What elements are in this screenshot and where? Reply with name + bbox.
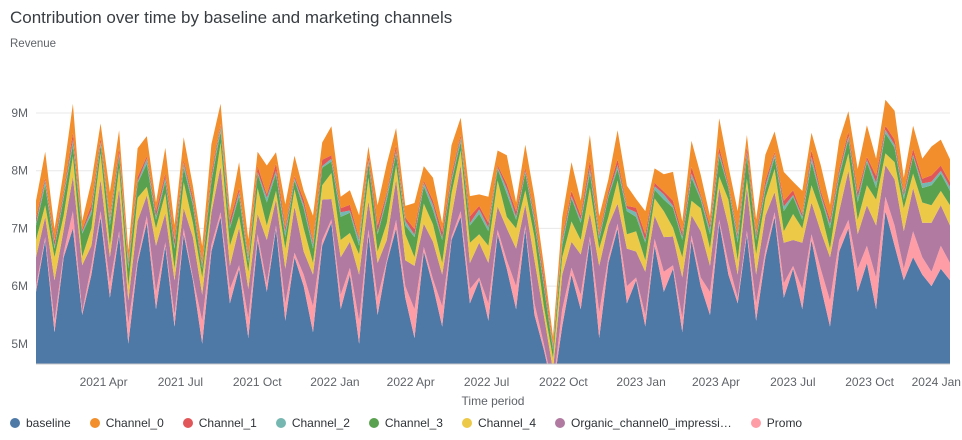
- legend-item-channel-2[interactable]: Channel_2: [275, 416, 350, 430]
- legend-item-channel-0[interactable]: Channel_0: [89, 416, 164, 430]
- x-tick-label: 2024 Jan: [912, 375, 961, 389]
- legend-label: Channel_2: [291, 416, 350, 430]
- legend-label: Promo: [766, 416, 803, 430]
- legend-swatch-icon: [89, 418, 100, 428]
- x-tick-label: 2021 Jul: [158, 375, 203, 389]
- legend-swatch-icon: [368, 418, 379, 428]
- legend-item-channel-4[interactable]: Channel_4: [461, 416, 537, 430]
- legend-label: Channel_3: [384, 416, 443, 430]
- x-tick-label: 2022 Jan: [310, 375, 359, 389]
- y-tick-label: 9M: [11, 106, 28, 120]
- series-area[interactable]: [36, 165, 950, 387]
- x-tick-label: 2023 Oct: [845, 375, 894, 389]
- legend-label: Organic_channel0_impressi…: [571, 416, 732, 430]
- x-tick-label: 2023 Jul: [770, 375, 815, 389]
- legend-item-organic-channel0-impressi-[interactable]: Organic_channel0_impressi…: [555, 416, 732, 430]
- legend-swatch-icon: [555, 418, 566, 428]
- x-tick-label: 2023 Jan: [616, 375, 665, 389]
- x-tick-label: 2022 Jul: [464, 375, 509, 389]
- legend-item-baseline[interactable]: baseline: [10, 416, 71, 430]
- legend-swatch-icon: [750, 418, 761, 428]
- y-axis-title: Revenue: [10, 38, 57, 50]
- legend-swatch-icon: [461, 418, 472, 428]
- legend-item-channel-3[interactable]: Channel_3: [368, 416, 443, 430]
- legend-swatch-icon: [182, 418, 193, 428]
- x-tick-label: 2023 Apr: [692, 375, 740, 389]
- y-tick-label: 6M: [11, 279, 28, 293]
- legend-label: baseline: [26, 416, 71, 430]
- chart-title: Contribution over time by baseline and m…: [10, 8, 453, 27]
- legend-swatch-icon: [10, 418, 20, 428]
- area-series-group[interactable]: [36, 99, 950, 390]
- legend-label: Channel_1: [198, 416, 257, 430]
- y-tick-label: 8M: [11, 164, 28, 178]
- legend-label: Channel_4: [477, 416, 537, 430]
- y-tick-label: 7M: [11, 221, 28, 235]
- legend-item-promo[interactable]: Promo: [750, 416, 803, 430]
- x-tick-label: 2022 Apr: [387, 375, 435, 389]
- legend: baseline Channel_0 Channel_1 Channel_2 Chann…: [10, 416, 802, 430]
- x-axis-title: Time period: [461, 394, 525, 408]
- x-tick-label: 2022 Oct: [539, 375, 588, 389]
- stacked-area-plot[interactable]: 5M 6M 7M 8M 9M 2021 Apr 2021 Jul 2021 Oct 2022 J…: [0, 52, 962, 397]
- x-tick-label: 2021 Oct: [233, 375, 282, 389]
- legend-swatch-icon: [275, 418, 286, 428]
- legend-item-channel-1[interactable]: Channel_1: [182, 416, 257, 430]
- series-area[interactable]: [36, 211, 950, 390]
- x-tick-label: 2021 Apr: [80, 375, 128, 389]
- legend-label: Channel_0: [105, 416, 164, 430]
- y-tick-label: 5M: [11, 337, 28, 351]
